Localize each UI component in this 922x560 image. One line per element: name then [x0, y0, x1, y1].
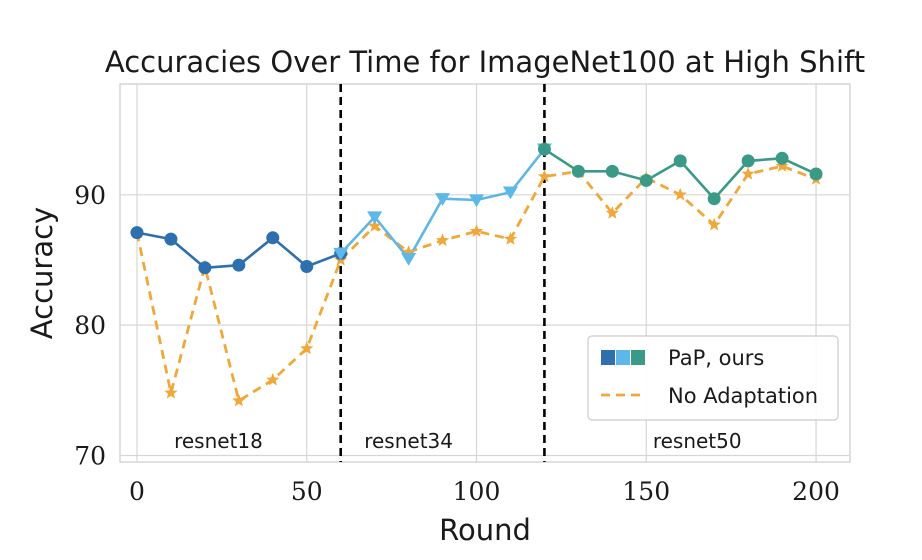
legend-swatch	[616, 350, 630, 365]
data-point	[502, 186, 518, 200]
data-point	[266, 372, 280, 386]
x-tick-label: 100	[453, 477, 501, 506]
legend-box	[587, 335, 839, 421]
data-point	[707, 192, 721, 206]
data-point	[605, 206, 619, 219]
y-tick-label: 90	[74, 181, 106, 210]
data-point	[401, 245, 416, 258]
series-line	[135, 164, 817, 403]
x-tick-label: 200	[792, 477, 840, 506]
data-point	[300, 259, 314, 273]
y-axis-label: Accuracy	[25, 207, 59, 339]
data-point	[741, 166, 755, 180]
data-point	[775, 159, 789, 172]
data-point	[198, 261, 212, 275]
data-point	[232, 393, 246, 407]
data-point	[673, 187, 687, 201]
data-point	[469, 224, 484, 237]
region-label: resnet34	[364, 429, 453, 453]
data-point	[469, 194, 485, 208]
grid-lines	[120, 84, 850, 462]
data-point	[741, 154, 755, 168]
x-axis-label: Round	[439, 513, 531, 547]
data-point	[503, 232, 518, 245]
data-point	[775, 151, 789, 165]
data-point	[401, 253, 417, 266]
data-point	[367, 219, 382, 232]
data-point	[707, 217, 721, 231]
y-tick-label: 80	[74, 311, 106, 340]
legend-swatch	[601, 350, 615, 365]
legend-swatch	[631, 350, 645, 365]
data-point	[164, 232, 178, 246]
data-point	[435, 233, 450, 247]
data-point	[367, 211, 383, 225]
data-point	[571, 164, 585, 178]
model-boundaries	[339, 84, 546, 462]
data-point	[639, 173, 653, 187]
legend-label: No Adaptation	[668, 384, 818, 408]
data-point	[130, 226, 144, 240]
region-label: resnet18	[174, 429, 263, 453]
data-point	[266, 231, 280, 245]
model-region-labels: resnet18 resnet34 resnet50	[174, 429, 742, 453]
x-tick-label: 50	[291, 477, 323, 506]
region-label: resnet50	[653, 429, 742, 453]
data-point	[164, 385, 178, 399]
data-point	[300, 341, 314, 355]
y-tick-label: 70	[74, 441, 106, 470]
data-point	[537, 142, 551, 156]
legend: PaP, ours No Adaptation	[587, 335, 839, 421]
x-tick-label: 150	[622, 477, 670, 506]
x-tick-label: 0	[129, 477, 145, 506]
series-markers	[130, 142, 823, 407]
data-point	[605, 164, 619, 178]
legend-label: PaP, ours	[668, 346, 764, 370]
data-point	[537, 169, 552, 183]
data-point	[673, 154, 687, 168]
data-point	[435, 193, 451, 206]
chart-title: Accuracies Over Time for ImageNet100 at …	[105, 45, 865, 79]
data-point	[232, 258, 246, 272]
data-point	[333, 247, 349, 261]
data-point	[809, 167, 823, 181]
tick-labels: 0 50 100 150 200 70 80 90	[74, 181, 840, 506]
